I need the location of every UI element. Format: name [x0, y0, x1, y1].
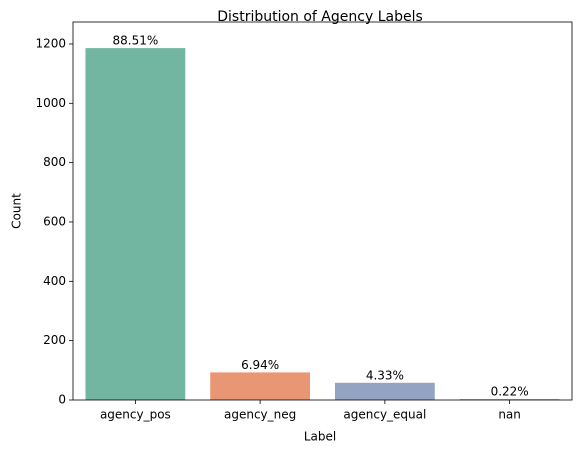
bar: [334, 382, 435, 400]
y-tick-label: 1200: [35, 36, 66, 50]
x-tick-label: agency_neg: [224, 408, 296, 422]
bar: [85, 48, 186, 400]
y-tick-label: 1000: [35, 96, 66, 110]
plot-frame: [72, 21, 573, 401]
value-label: 88.51%: [112, 34, 158, 48]
y-tick-label: 600: [43, 214, 66, 228]
x-tick-label: agency_pos: [100, 408, 171, 422]
chart-title: Distribution of Agency Labels: [217, 9, 423, 25]
y-axis-label: Count: [10, 193, 24, 229]
x-axis-label: Label: [304, 430, 336, 444]
y-tick-label: 800: [43, 155, 66, 169]
x-tick-label: nan: [498, 408, 521, 422]
x-tick-label: agency_equal: [343, 408, 426, 422]
y-tick-label: 200: [43, 333, 66, 347]
value-label: 4.33%: [366, 368, 404, 382]
bar: [459, 399, 560, 400]
bar: [210, 372, 311, 400]
value-label: 0.22%: [491, 385, 529, 399]
y-tick-label: 400: [43, 274, 66, 288]
y-tick-label: 0: [58, 393, 66, 407]
value-label: 6.94%: [241, 358, 279, 372]
